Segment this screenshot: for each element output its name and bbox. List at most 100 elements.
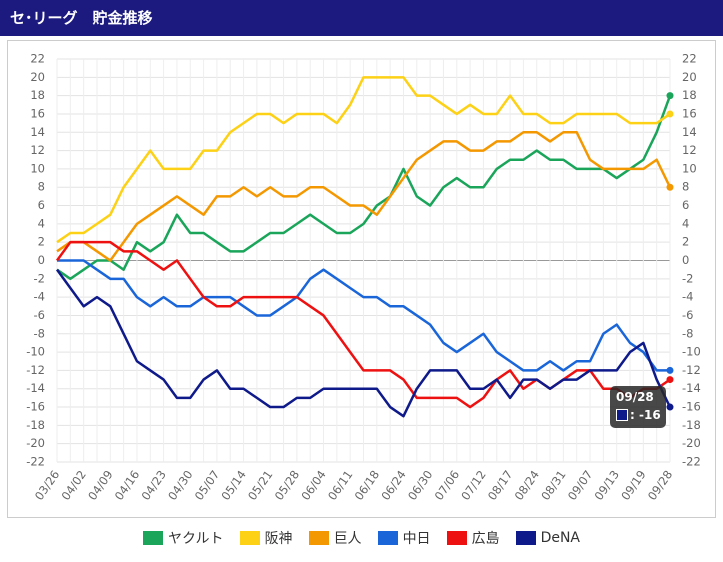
y2-tick-label: -10 [682, 345, 701, 359]
y2-tick-label: 10 [682, 161, 697, 175]
x-tick-label: 04/16 [112, 468, 142, 503]
y2-tick-label: 8 [682, 180, 689, 194]
y-tick-label: -10 [26, 345, 45, 359]
legend-item[interactable]: 巨人 [308, 528, 362, 548]
x-tick-label: 08/17 [485, 468, 515, 503]
y-tick-label: 18 [30, 88, 45, 102]
header: セ･リーグ 貯金推移 [0, 0, 723, 36]
y2-tick-label: -12 [682, 363, 701, 377]
y2-tick-label: 18 [682, 88, 697, 102]
y-tick-label: 10 [30, 161, 45, 175]
x-tick-label: 09/28 [645, 468, 675, 503]
y2-tick-label: -20 [682, 436, 701, 450]
y-tick-label: -20 [26, 436, 45, 450]
x-tick-label: 07/06 [432, 468, 462, 503]
y-tick-label: 16 [30, 106, 45, 120]
legend-label: ヤクルト [167, 531, 224, 547]
end-point [666, 376, 674, 384]
legend-label: 巨人 [333, 531, 362, 547]
x-tick-label: 09/13 [592, 468, 622, 503]
series-line [56, 95, 672, 281]
series-line [57, 259, 670, 372]
x-tick-label: 06/18 [352, 468, 382, 503]
y-tick-label: -8 [34, 326, 45, 340]
y2-tick-label: 4 [682, 216, 689, 230]
tooltip: 09/28 -16 [610, 386, 666, 428]
x-tick-label: 08/24 [512, 468, 542, 503]
y-tick-label: 4 [38, 216, 45, 230]
y2-tick-label: 0 [682, 253, 689, 267]
legend-label: 広島 [471, 531, 500, 547]
tooltip-swatch [616, 409, 628, 421]
x-tick-label: 08/31 [538, 468, 568, 503]
x-tick-label: 07/12 [458, 468, 488, 503]
x-tick-label: 04/30 [165, 468, 195, 503]
y2-tick-label: -4 [682, 290, 693, 304]
x-tick-label: 05/14 [218, 468, 248, 503]
y-tick-label: 20 [30, 70, 45, 84]
end-point [666, 110, 674, 118]
y2-tick-label: -14 [682, 381, 701, 395]
chart-frame [7, 40, 716, 518]
x-tick-label: 05/28 [272, 468, 302, 503]
series-line [56, 76, 671, 244]
y2-tick-label: 2 [682, 235, 689, 249]
tooltip-value: -16 [630, 408, 661, 422]
end-point [666, 92, 674, 100]
legend-item[interactable]: ヤクルト [142, 528, 224, 548]
end-point [666, 366, 674, 374]
legend-item[interactable]: 広島 [446, 528, 500, 548]
x-tick-label: 09/19 [618, 468, 648, 503]
legend-swatch [515, 531, 536, 545]
y-tick-label: -4 [34, 290, 45, 304]
legend-swatch [142, 531, 163, 545]
legend-label: DeNA [540, 530, 581, 546]
y-tick-label: -16 [26, 400, 45, 414]
legend-item[interactable]: DeNA [515, 528, 581, 548]
y2-tick-label: 6 [682, 198, 689, 212]
legend-item[interactable]: 中日 [377, 528, 431, 548]
y-tick-label: -12 [26, 363, 45, 377]
y-tick-label: -18 [26, 418, 45, 432]
chart: -22 -22-20 -20-18 -18-16 -16-14 -14-12 -12-10-… [26, 52, 701, 503]
x-tick-label: 04/02 [58, 468, 88, 503]
series-line [55, 268, 672, 418]
y-tick-label: 6 [38, 198, 45, 212]
x-tick-label: 06/04 [298, 468, 328, 503]
y-tick-label: 12 [30, 143, 45, 157]
series-line [55, 240, 671, 409]
legend-swatch [308, 531, 329, 545]
end-point [666, 183, 674, 191]
y2-tick-label: 22 [682, 52, 697, 66]
y2-tick-label: -6 [682, 308, 693, 322]
legend-swatch [377, 531, 398, 545]
y-tick-label: 0 [38, 253, 45, 267]
y-tick-label: 2 [38, 235, 45, 249]
y-tick-label: -14 [26, 381, 45, 395]
x-tick-label: 03/26 [32, 468, 62, 503]
y-tick-label: -2 [34, 271, 45, 285]
tooltip-title: 09/28 [616, 390, 654, 404]
x-tick-label: 06/24 [378, 468, 408, 503]
legend-swatch [239, 531, 260, 545]
y2-tick-label: -8 [682, 326, 693, 340]
x-tick-label: 09/07 [565, 468, 595, 503]
x-tick-label: 06/30 [405, 468, 435, 503]
legend-item[interactable]: 阪神 [239, 528, 293, 548]
y2-tick-label: -16 [682, 400, 701, 414]
y2-tick-label: -2 [682, 271, 693, 285]
end-point [666, 403, 674, 411]
y-tick-label: 22 [30, 52, 45, 66]
legend-label: 阪神 [264, 531, 293, 547]
y2-tick-label: 14 [682, 125, 697, 139]
legend: ヤクルト 阪神 巨人 中日 広島 DeNA [0, 528, 723, 548]
y2-tick-label: 20 [682, 70, 697, 84]
y2-tick-label: -18 [682, 418, 701, 432]
y2-tick-label: 12 [682, 143, 697, 157]
legend-label: 中日 [402, 531, 431, 547]
x-tick-label: 05/21 [245, 468, 275, 503]
y-tick-label: 8 [38, 180, 45, 194]
y-tick-label: -22 [26, 455, 45, 469]
y2-tick-label: 16 [682, 106, 697, 120]
y-tick-label: -6 [34, 308, 45, 322]
